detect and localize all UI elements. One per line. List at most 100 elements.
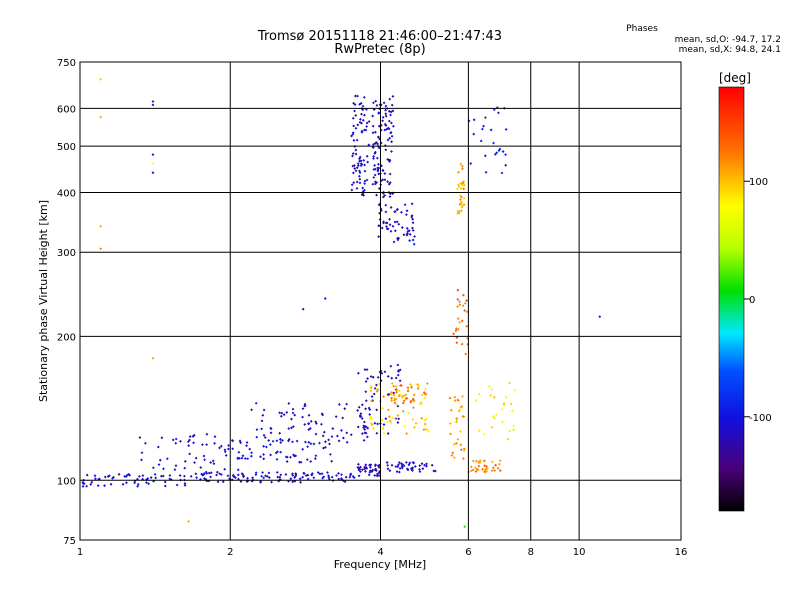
scatter-point	[375, 408, 379, 412]
scatter-point	[510, 409, 514, 413]
scatter-point	[301, 307, 305, 311]
scatter-point	[390, 463, 394, 467]
scatter-point	[359, 164, 363, 167]
scatter-point	[254, 401, 258, 405]
scatter-point	[423, 463, 426, 467]
x-tick-label: 6	[465, 547, 471, 558]
scatter-point	[279, 438, 282, 441]
scatter-point	[375, 103, 379, 107]
scatter-point	[188, 438, 191, 442]
scatter-point	[353, 103, 357, 107]
scatter-point	[309, 442, 313, 446]
scatter-point	[360, 193, 364, 197]
scatter-point	[459, 209, 463, 213]
scatter-point	[231, 474, 235, 478]
scatter-point	[365, 435, 369, 439]
scatter-point	[509, 402, 513, 406]
scatter-point	[353, 164, 356, 167]
scatter-point	[371, 114, 375, 118]
scatter-point	[171, 438, 175, 442]
scatter-point	[312, 442, 316, 446]
scatter-point	[472, 132, 476, 136]
scatter-point	[193, 461, 196, 465]
scatter-point	[377, 146, 381, 150]
scatter-point	[423, 422, 427, 426]
scatter-point	[356, 162, 360, 166]
scatter-point	[388, 469, 392, 473]
scatter-point	[248, 447, 252, 451]
scatter-point	[498, 469, 502, 473]
scatter-point	[147, 482, 151, 486]
scatter-point	[212, 462, 216, 466]
scatter-point	[413, 235, 416, 238]
scatter-point	[458, 300, 461, 304]
scatter-point	[411, 238, 415, 242]
scatter-point	[469, 162, 473, 165]
scatter-point	[452, 332, 456, 336]
scatter-point	[384, 114, 388, 118]
scatter-point	[352, 101, 355, 105]
scatter-point	[455, 187, 459, 191]
scatter-point	[363, 428, 367, 431]
scatter-point	[362, 95, 366, 99]
scatter-point	[140, 458, 143, 462]
scatter-point	[205, 432, 209, 436]
y-axis-label: Stationary phase Virtual Height [km]	[37, 200, 50, 402]
scatter-point	[307, 440, 311, 444]
scatter-point	[169, 478, 173, 482]
scatter-point	[377, 111, 381, 115]
scatter-point	[322, 475, 326, 479]
scatter-point	[406, 468, 410, 472]
scatter-point	[354, 114, 358, 117]
scatter-point	[240, 472, 244, 476]
scatter-point	[423, 418, 427, 422]
scatter-point	[396, 373, 400, 377]
scatter-point	[491, 466, 495, 470]
y-tick-label: 100	[57, 476, 76, 487]
scatter-point	[381, 178, 385, 182]
scatter-point	[373, 173, 377, 177]
scatter-point	[270, 480, 273, 484]
scatter-point	[358, 120, 362, 124]
scatter-point	[188, 452, 192, 456]
scatter-point	[341, 436, 345, 440]
scatter-point	[395, 403, 399, 407]
scatter-point	[487, 385, 491, 388]
scatter-point	[375, 387, 379, 391]
scatter-point	[425, 427, 428, 431]
scatter-point	[320, 412, 324, 416]
scatter-point	[353, 167, 357, 170]
scatter-point	[292, 454, 296, 458]
scatter-point	[144, 441, 147, 445]
scatter-point	[310, 473, 314, 477]
scatter-point	[449, 432, 452, 436]
scatter-point	[408, 239, 412, 242]
scatter-point	[483, 468, 487, 472]
scatter-point	[269, 431, 273, 435]
scatter-point	[369, 415, 372, 419]
scatter-point	[341, 416, 345, 420]
scatter-point	[359, 412, 363, 416]
scatter-point	[226, 474, 230, 478]
scatter-point	[388, 217, 392, 221]
scatter-point	[243, 457, 247, 460]
scatter-point	[287, 427, 291, 430]
scatter-point	[396, 238, 400, 242]
scatter-point	[373, 150, 377, 154]
scatter-point	[388, 97, 392, 101]
scatter-point	[267, 439, 271, 442]
scatter-point	[384, 417, 388, 421]
scatter-point	[365, 368, 369, 372]
scatter-point	[260, 474, 264, 478]
scatter-point	[390, 399, 393, 403]
scatter-point	[355, 180, 359, 184]
scatter-point	[374, 130, 377, 134]
scatter-point	[481, 467, 484, 471]
scatter-point	[364, 425, 368, 429]
colorbar-unit-label: [deg]	[719, 71, 751, 85]
scatter-point	[380, 418, 384, 422]
scatter-point	[376, 422, 380, 426]
scatter-point	[387, 158, 391, 162]
scatter-point	[373, 142, 377, 145]
scatter-point	[463, 309, 467, 312]
